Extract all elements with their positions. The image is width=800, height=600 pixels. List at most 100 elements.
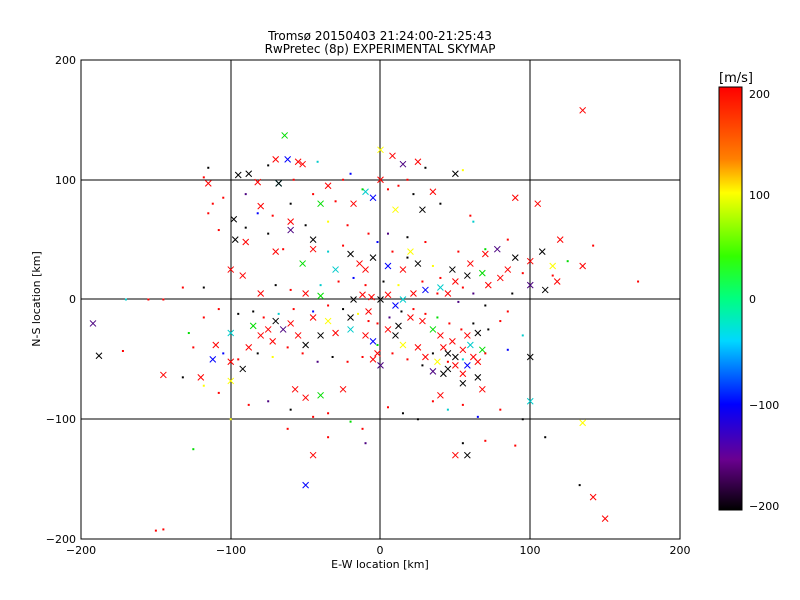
data-point-x <box>449 338 456 345</box>
data-point-x <box>302 290 309 297</box>
data-point-dot <box>192 448 195 451</box>
data-point-dot <box>289 408 292 411</box>
data-point-x <box>526 281 534 289</box>
data-point-x <box>395 322 402 330</box>
data-point-dot <box>551 274 554 277</box>
data-point-dot <box>162 528 165 531</box>
data-point-x <box>356 260 363 267</box>
data-point-dot <box>256 212 259 215</box>
data-point-x <box>350 200 357 208</box>
data-point-dot <box>267 164 270 167</box>
data-point-x <box>464 272 471 279</box>
data-point-dot <box>237 312 240 315</box>
data-point-x <box>365 308 372 315</box>
data-point-x <box>317 292 324 300</box>
data-point-dot <box>316 360 319 363</box>
data-point-dot <box>331 355 334 358</box>
data-point-x <box>541 286 549 294</box>
data-point-x <box>392 332 399 339</box>
data-point-x <box>452 353 459 361</box>
data-point-x <box>414 158 422 166</box>
data-point-dot <box>386 232 389 235</box>
data-point-x <box>317 200 324 208</box>
data-point-x <box>362 332 369 339</box>
data-point-x <box>526 257 534 265</box>
data-point-dot <box>487 328 490 331</box>
data-point-x <box>272 156 280 163</box>
data-point-dot <box>406 178 409 181</box>
data-point-x <box>204 179 212 187</box>
data-point-dot <box>461 286 464 289</box>
data-point-x <box>459 379 467 387</box>
data-point-x <box>369 338 377 345</box>
data-point-dot <box>431 264 434 267</box>
data-point-x <box>272 248 280 255</box>
data-point-dot <box>431 352 434 355</box>
data-point-x <box>496 274 504 282</box>
data-point-dot <box>312 310 315 313</box>
x-tick-label: 200 <box>670 544 691 557</box>
data-point-x <box>437 391 444 399</box>
data-point-dot <box>124 298 127 301</box>
chart-subtitle: RwPretec (8p) EXPERIMENTAL SKYMAP <box>265 42 496 56</box>
data-point-x <box>245 344 253 351</box>
data-point-dot <box>431 400 434 403</box>
data-point-dot <box>421 280 424 283</box>
data-point-dot <box>424 166 427 169</box>
colorbar-tick-label: 100 <box>749 189 770 202</box>
data-point-dot <box>286 427 289 430</box>
x-tick-label: −200 <box>66 544 96 557</box>
data-point-dot <box>424 241 427 244</box>
data-point-dot <box>376 344 379 347</box>
data-point-x <box>362 266 369 273</box>
data-point-x <box>440 344 447 351</box>
data-point-dot <box>181 376 184 379</box>
data-point-x <box>197 373 205 381</box>
data-point-dot <box>412 308 415 311</box>
data-point-dot <box>439 276 442 279</box>
data-point-dot <box>521 334 524 337</box>
data-point-dot <box>406 358 409 361</box>
grid <box>81 60 680 539</box>
data-point-x <box>257 332 265 339</box>
data-point-dot <box>327 304 330 307</box>
data-point-dot <box>446 360 449 363</box>
data-point-x <box>257 202 265 210</box>
data-point-x <box>399 266 407 273</box>
x-axis-label: E-W location [km] <box>331 558 429 571</box>
data-point-x <box>392 302 399 309</box>
data-point-dot <box>202 384 205 387</box>
data-point-x <box>526 353 534 361</box>
data-point-x <box>429 188 437 196</box>
data-point-dot <box>277 312 280 315</box>
data-point-x <box>474 358 482 366</box>
data-point-x <box>464 332 471 339</box>
data-point-dot <box>312 415 315 418</box>
data-point-dot <box>346 224 349 227</box>
data-point-dot <box>319 284 322 287</box>
data-point-x <box>410 290 417 297</box>
data-point-dot <box>364 284 367 287</box>
data-point-x <box>369 194 377 202</box>
data-point-x <box>368 293 375 301</box>
y-tick-labels: 200 100 0 −100 −200 <box>46 54 76 546</box>
data-point-x <box>309 314 317 321</box>
data-point-dot <box>282 248 285 251</box>
data-point-x <box>466 260 474 267</box>
data-point-dot <box>352 276 355 279</box>
data-point-dot <box>349 420 352 423</box>
data-point-x <box>511 194 519 202</box>
data-point-x <box>377 296 384 303</box>
data-point-x <box>452 451 459 459</box>
data-point-x <box>534 200 542 208</box>
data-point-x <box>332 329 339 337</box>
data-point-dot <box>217 229 220 232</box>
data-point-x <box>309 245 317 253</box>
data-point-x <box>478 346 486 354</box>
data-point-x <box>209 356 217 363</box>
data-point-x <box>369 254 377 261</box>
data-point-dot <box>461 403 464 406</box>
data-point-x <box>347 326 354 333</box>
data-point-x <box>324 182 332 190</box>
data-point-x <box>434 358 441 366</box>
